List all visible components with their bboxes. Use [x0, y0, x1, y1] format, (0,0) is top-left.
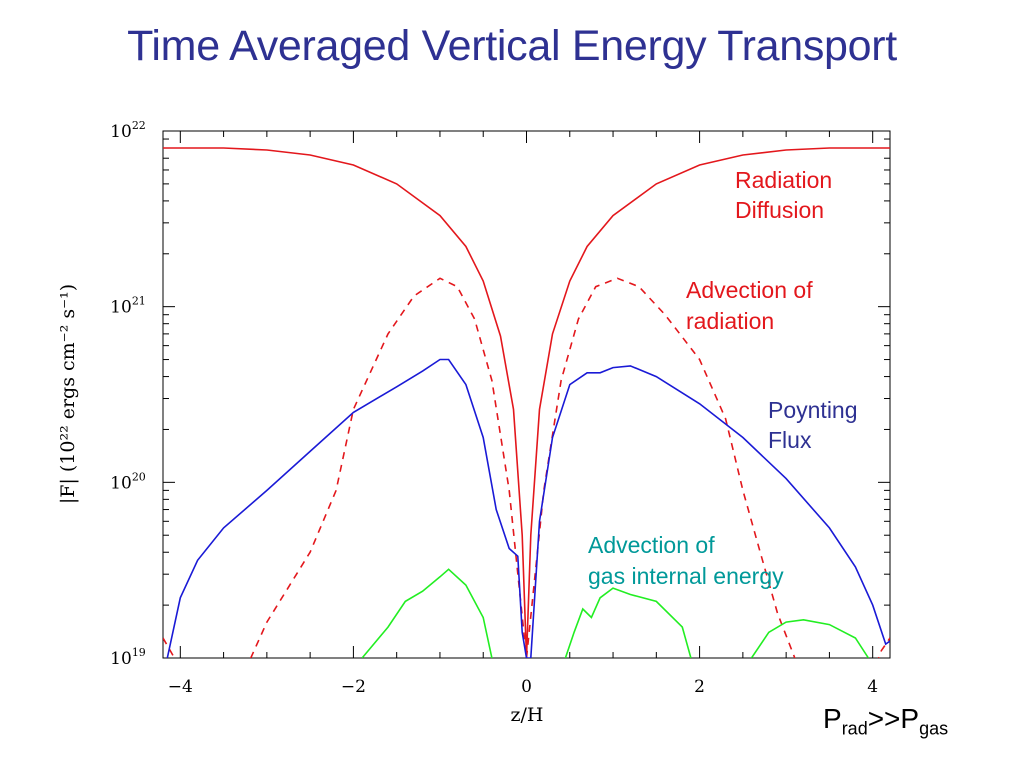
pressure-condition-note: Prad>>Pgas: [823, 703, 948, 740]
x-axis-title: z/H: [511, 704, 544, 726]
series-line-gas: [564, 587, 692, 658]
label-advection-radiation-line1: Advection of: [686, 277, 813, 303]
x-tick-label: −4: [168, 677, 193, 697]
p-symbol: P: [823, 703, 842, 734]
label-advection-radiation: Advection of radiation: [686, 277, 819, 334]
series-line-gas: [750, 618, 870, 658]
series-line-gas: [361, 568, 493, 658]
x-tick-label: 4: [867, 677, 878, 697]
label-gas-internal-energy: Advection of gas internal energy: [588, 532, 784, 589]
label-radiation-line1: Radiation: [735, 167, 832, 193]
series-group: [163, 147, 890, 658]
rad-subscript: rad: [841, 718, 868, 739]
y-tick-label: 1019: [110, 646, 146, 669]
x-tick-label: −2: [341, 677, 366, 697]
slide-title: Time Averaged Vertical Energy Transport: [127, 22, 897, 70]
series-line-advection_radiation: [163, 277, 890, 658]
y-axis-title: |F| (10²² ergs cm⁻² s⁻¹): [57, 284, 79, 504]
label-gas-line2: gas internal energy: [588, 563, 784, 589]
x-tick-label: 0: [521, 677, 532, 697]
label-gas-line1: Advection of: [588, 532, 715, 558]
label-radiation-line2: Diffusion: [735, 197, 824, 223]
label-advection-radiation-line2: radiation: [686, 308, 774, 334]
label-radiation-diffusion: Radiation Diffusion: [735, 167, 839, 223]
gas-subscript: gas: [919, 718, 949, 739]
y-tick-label: 1021: [110, 295, 146, 318]
label-poynting-line1: Poynting: [768, 397, 858, 423]
much-greater-symbol: >>: [867, 703, 901, 734]
y-tick-label: 1020: [110, 470, 146, 493]
y-tick-label: 1022: [110, 119, 146, 142]
series-line-poynting: [166, 358, 890, 658]
x-tick-label: 2: [694, 677, 705, 697]
series-line-radiation: [163, 147, 890, 658]
label-poynting-line2: Flux: [768, 427, 812, 453]
p-symbol-2: P: [900, 703, 920, 734]
label-poynting-flux: Poynting Flux: [768, 397, 864, 453]
